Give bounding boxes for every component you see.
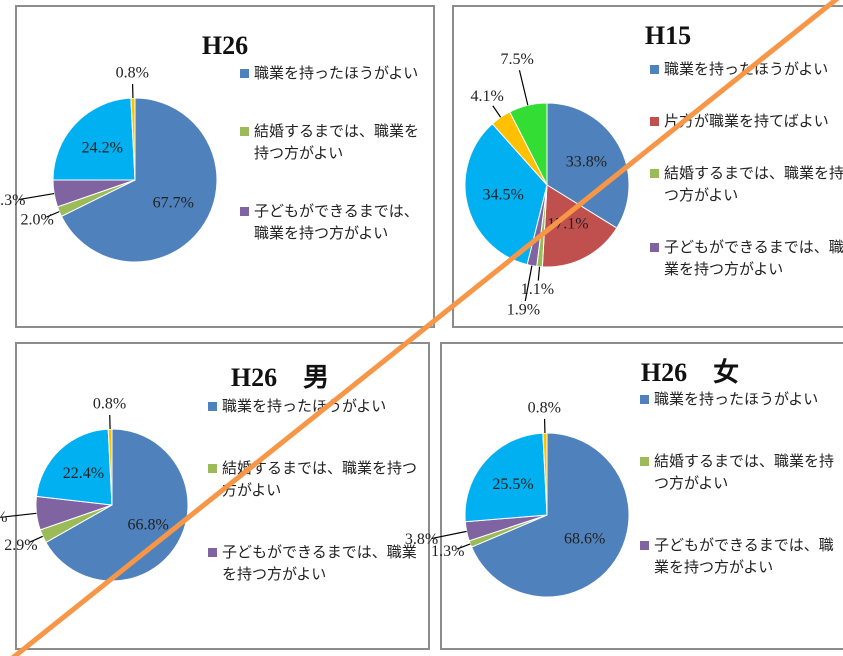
value-label: 7.1% bbox=[0, 509, 7, 526]
value-label: 4.1% bbox=[470, 88, 503, 105]
value-label: 66.8% bbox=[127, 517, 168, 534]
chart-title: H26 男 bbox=[231, 363, 329, 392]
value-label: 1.9% bbox=[507, 301, 540, 318]
leader-line bbox=[537, 266, 541, 281]
leader-line bbox=[518, 70, 529, 106]
value-label: 2.0% bbox=[21, 212, 54, 229]
value-label: 33.8% bbox=[566, 154, 607, 171]
chart-title: H15 bbox=[645, 21, 691, 50]
value-label: 25.5% bbox=[492, 476, 533, 493]
value-label: 2.9% bbox=[4, 537, 37, 554]
value-label: 0.8% bbox=[528, 400, 561, 417]
value-label: 7.5% bbox=[500, 51, 533, 68]
chart-title: H26 女 bbox=[641, 357, 739, 387]
chart-title: H26 bbox=[202, 31, 248, 60]
value-label: 0.8% bbox=[93, 396, 126, 413]
leader-line bbox=[492, 105, 502, 118]
value-label: 0.8% bbox=[116, 65, 149, 82]
value-label: 34.5% bbox=[483, 186, 524, 203]
value-label: 5.3% bbox=[0, 192, 25, 209]
value-label: 17.1% bbox=[547, 216, 588, 233]
value-label: 24.2% bbox=[82, 140, 123, 157]
value-label: 68.6% bbox=[564, 531, 605, 548]
value-label: 67.7% bbox=[153, 194, 194, 211]
value-label: 22.4% bbox=[63, 465, 104, 482]
value-label: 3.8% bbox=[405, 531, 438, 548]
